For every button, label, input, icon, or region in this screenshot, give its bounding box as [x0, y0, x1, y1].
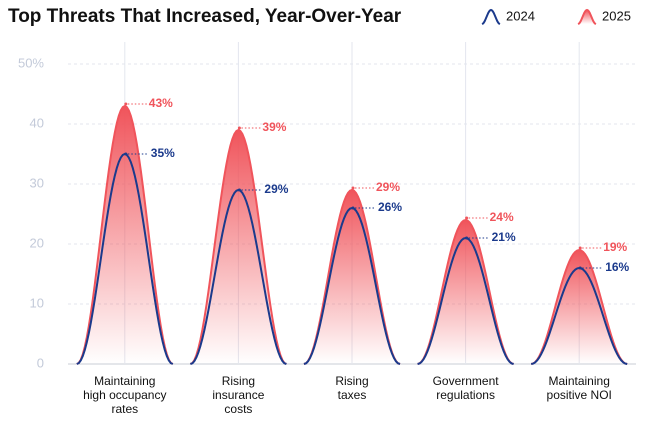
x-tick-label-line: Maintaining: [549, 374, 610, 388]
x-tick-label: Maintaining positive NOI: [547, 374, 612, 402]
bell-area: [531, 250, 628, 364]
label-dot: [351, 206, 355, 210]
x-tick-label-line: high occupancy: [83, 388, 166, 402]
label-dot: [578, 246, 582, 250]
bell-area: [76, 106, 173, 364]
label-dot: [351, 186, 355, 190]
x-tick-label-line: taxes: [338, 388, 367, 402]
x-tick-label-line: Government: [433, 374, 500, 388]
x-tick-label-line: rates: [111, 402, 138, 416]
x-tick-label-line: Rising: [222, 374, 255, 388]
data-label: 43%: [149, 96, 173, 110]
legend-swatch: [481, 8, 501, 25]
label-dot: [124, 102, 128, 106]
label-dot: [465, 236, 469, 240]
data-label: 29%: [376, 180, 400, 194]
legend-label: 2024: [506, 8, 535, 23]
y-tick-label: 10: [30, 295, 44, 310]
y-tick-label: 20: [30, 235, 44, 250]
legend-swatch-fill: [578, 10, 596, 24]
bell-area: [190, 130, 287, 364]
label-dot: [237, 188, 241, 192]
bell-area: [304, 190, 400, 364]
data-label: 24%: [490, 210, 514, 224]
data-label: 29%: [264, 182, 288, 196]
label-dot: [465, 216, 469, 220]
bell-line: [530, 248, 628, 365]
legend-label: 2025: [602, 8, 631, 23]
data-label: 21%: [492, 230, 516, 244]
label-dot: [124, 152, 128, 156]
x-tick-label-line: Rising: [335, 374, 368, 388]
x-tick-label-line: Maintaining: [94, 374, 155, 388]
chart-title: Top Threats That Increased, Year-Over-Ye…: [8, 6, 402, 27]
legend-swatch: [577, 8, 597, 25]
x-tick-label: Rising insurance costs: [212, 374, 264, 416]
bell-line: [189, 128, 287, 365]
x-tick-label: Government regulations: [433, 374, 500, 402]
x-tick-label-line: insurance: [212, 388, 264, 402]
x-tick-label-line: regulations: [436, 388, 495, 402]
data-label: 16%: [605, 260, 629, 274]
data-label: 39%: [262, 120, 286, 134]
y-tick-label: 0: [37, 355, 44, 370]
x-tick-label: Rising taxes: [335, 374, 368, 402]
bell-line: [76, 104, 174, 365]
label-dot: [578, 266, 582, 270]
bell-line: [417, 218, 514, 365]
data-label: 35%: [151, 146, 175, 160]
x-tick-label-line: positive NOI: [547, 388, 612, 402]
bell-area: [417, 220, 514, 364]
x-tick-label-line: costs: [224, 402, 252, 416]
x-tick-label: Maintaining high occupancy rates: [83, 374, 166, 416]
data-label: 19%: [603, 240, 627, 254]
data-label: 26%: [378, 200, 402, 214]
y-tick-label: 40: [30, 115, 44, 130]
label-dot: [237, 126, 241, 130]
y-tick-label: 50%: [18, 55, 44, 70]
y-tick-label: 30: [30, 175, 44, 190]
